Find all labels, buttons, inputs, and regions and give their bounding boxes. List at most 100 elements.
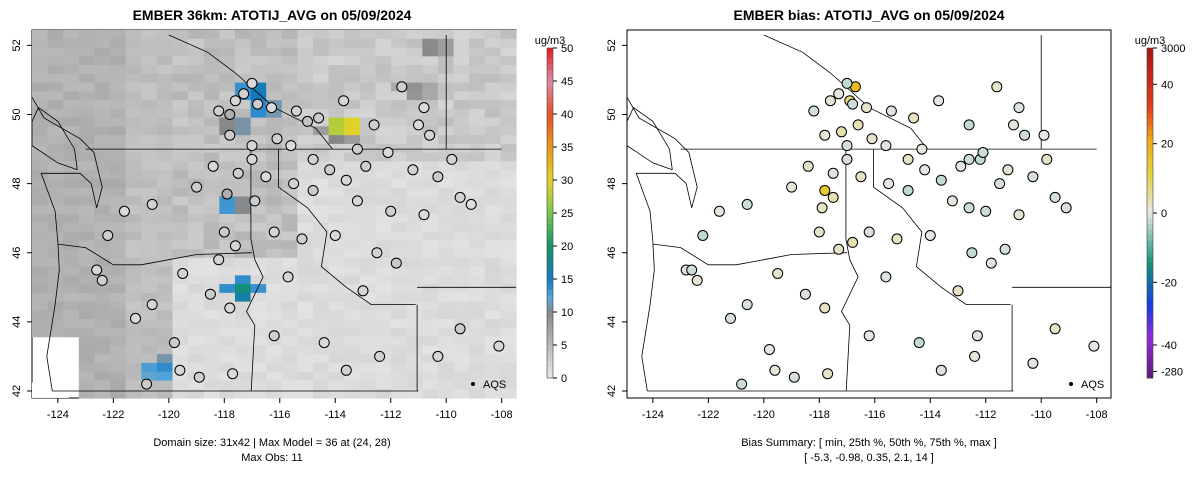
observation-point <box>969 350 981 362</box>
heatmap-cell <box>94 380 111 390</box>
heatmap-cell <box>391 65 408 75</box>
heatmap-cell <box>406 30 423 40</box>
heatmap-cell <box>32 222 49 233</box>
heatmap-cell <box>406 100 423 110</box>
observation-point <box>246 140 258 152</box>
x-tick-label: -122 <box>102 409 124 421</box>
heatmap-cell <box>469 266 486 276</box>
heatmap-cell <box>484 100 501 110</box>
heatmap-cell <box>453 240 470 250</box>
observation-point <box>985 257 997 269</box>
heatmap-cell <box>78 354 96 364</box>
heatmap-cell <box>188 292 205 303</box>
heatmap-cell <box>484 389 501 399</box>
heatmap-cell <box>391 73 408 84</box>
colorbar-swatch <box>547 136 553 142</box>
colorbar-swatch <box>547 174 553 181</box>
heatmap-cell <box>500 310 517 320</box>
heatmap-cell <box>203 310 220 320</box>
heatmap-cell <box>125 249 142 259</box>
heatmap-cell <box>297 161 314 171</box>
heatmap-cell <box>406 275 423 285</box>
heatmap-cell <box>156 187 174 198</box>
heatmap-cell <box>500 161 517 171</box>
colorbar-tick-label: 15 <box>561 274 573 286</box>
heatmap-cell <box>110 231 127 241</box>
heatmap-cell <box>110 205 127 215</box>
heatmap-cell <box>359 100 377 110</box>
heatmap-cell <box>219 30 236 40</box>
heatmap-cell <box>469 135 486 145</box>
heatmap-cell <box>141 362 158 373</box>
heatmap-cell <box>125 292 142 303</box>
heatmap-cell <box>47 38 64 49</box>
heatmap-cell <box>469 231 486 241</box>
heatmap-cell <box>297 345 314 355</box>
heatmap-cell <box>375 30 392 40</box>
heatmap-cell <box>391 275 408 285</box>
colorbar-swatch <box>547 339 553 346</box>
colorbar-swatch <box>1147 246 1153 252</box>
heatmap-cell <box>141 108 158 119</box>
heatmap-cell <box>359 292 377 303</box>
heatmap-cell <box>375 91 392 101</box>
heatmap-cell <box>484 275 501 285</box>
heatmap-cell <box>78 65 96 75</box>
observation-point <box>977 147 989 158</box>
observation-point <box>885 105 897 117</box>
heatmap-cell <box>156 362 174 373</box>
heatmap-cell <box>375 187 392 198</box>
heatmap-cell <box>422 371 439 382</box>
heatmap-cell <box>422 73 439 84</box>
heatmap-cell <box>78 56 96 66</box>
left-footer-line1: Domain size: 31x42 | Max Model = 36 at (… <box>153 437 390 449</box>
heatmap-cell <box>47 73 64 84</box>
colorbar-swatch <box>547 158 553 164</box>
heatmap-cell <box>141 91 158 101</box>
heatmap-cell <box>281 161 299 171</box>
heatmap-cell <box>219 100 236 110</box>
heatmap-cell <box>484 380 501 390</box>
heatmap-cell <box>266 170 283 180</box>
observation-point <box>691 274 703 286</box>
heatmap-cell <box>328 187 345 198</box>
colorbar-swatch <box>547 64 553 71</box>
boundary-line <box>57 243 253 266</box>
heatmap-cell <box>94 178 111 189</box>
heatmap-cell <box>63 135 80 145</box>
observation-point <box>741 299 753 311</box>
heatmap-cell <box>188 91 205 101</box>
heatmap-cell <box>297 196 314 206</box>
observation-point <box>290 105 302 117</box>
heatmap-cell <box>32 266 49 276</box>
heatmap-cell <box>375 222 392 233</box>
heatmap-cell <box>172 126 189 136</box>
heatmap-cell <box>156 30 174 40</box>
heatmap-cell <box>63 143 80 154</box>
heatmap-cell <box>437 170 455 180</box>
heatmap-cell <box>250 257 267 268</box>
heatmap-cell <box>313 65 330 75</box>
x-tick-label: -124 <box>642 409 664 421</box>
heatmap-cell <box>375 135 392 145</box>
heatmap-cell <box>484 327 501 338</box>
heatmap-cell <box>469 152 486 163</box>
heatmap-cell <box>359 196 377 206</box>
heatmap-cell <box>188 266 205 276</box>
heatmap-cell <box>188 152 205 163</box>
heatmap-cell <box>344 187 361 198</box>
heatmap-cell <box>422 292 439 303</box>
heatmap-cell <box>234 249 252 259</box>
heatmap-cell <box>234 100 252 110</box>
observation-point <box>432 171 444 183</box>
heatmap-cell <box>344 327 361 338</box>
heatmap-cell <box>125 319 142 329</box>
heatmap-cell <box>172 108 189 119</box>
heatmap-cell <box>328 249 345 259</box>
heatmap-cell <box>344 126 361 136</box>
heatmap-cell <box>344 38 361 49</box>
heatmap-cell <box>422 143 439 154</box>
heatmap-cell <box>219 327 236 338</box>
heatmap-cell <box>156 275 174 285</box>
heatmap-cell <box>250 108 267 119</box>
